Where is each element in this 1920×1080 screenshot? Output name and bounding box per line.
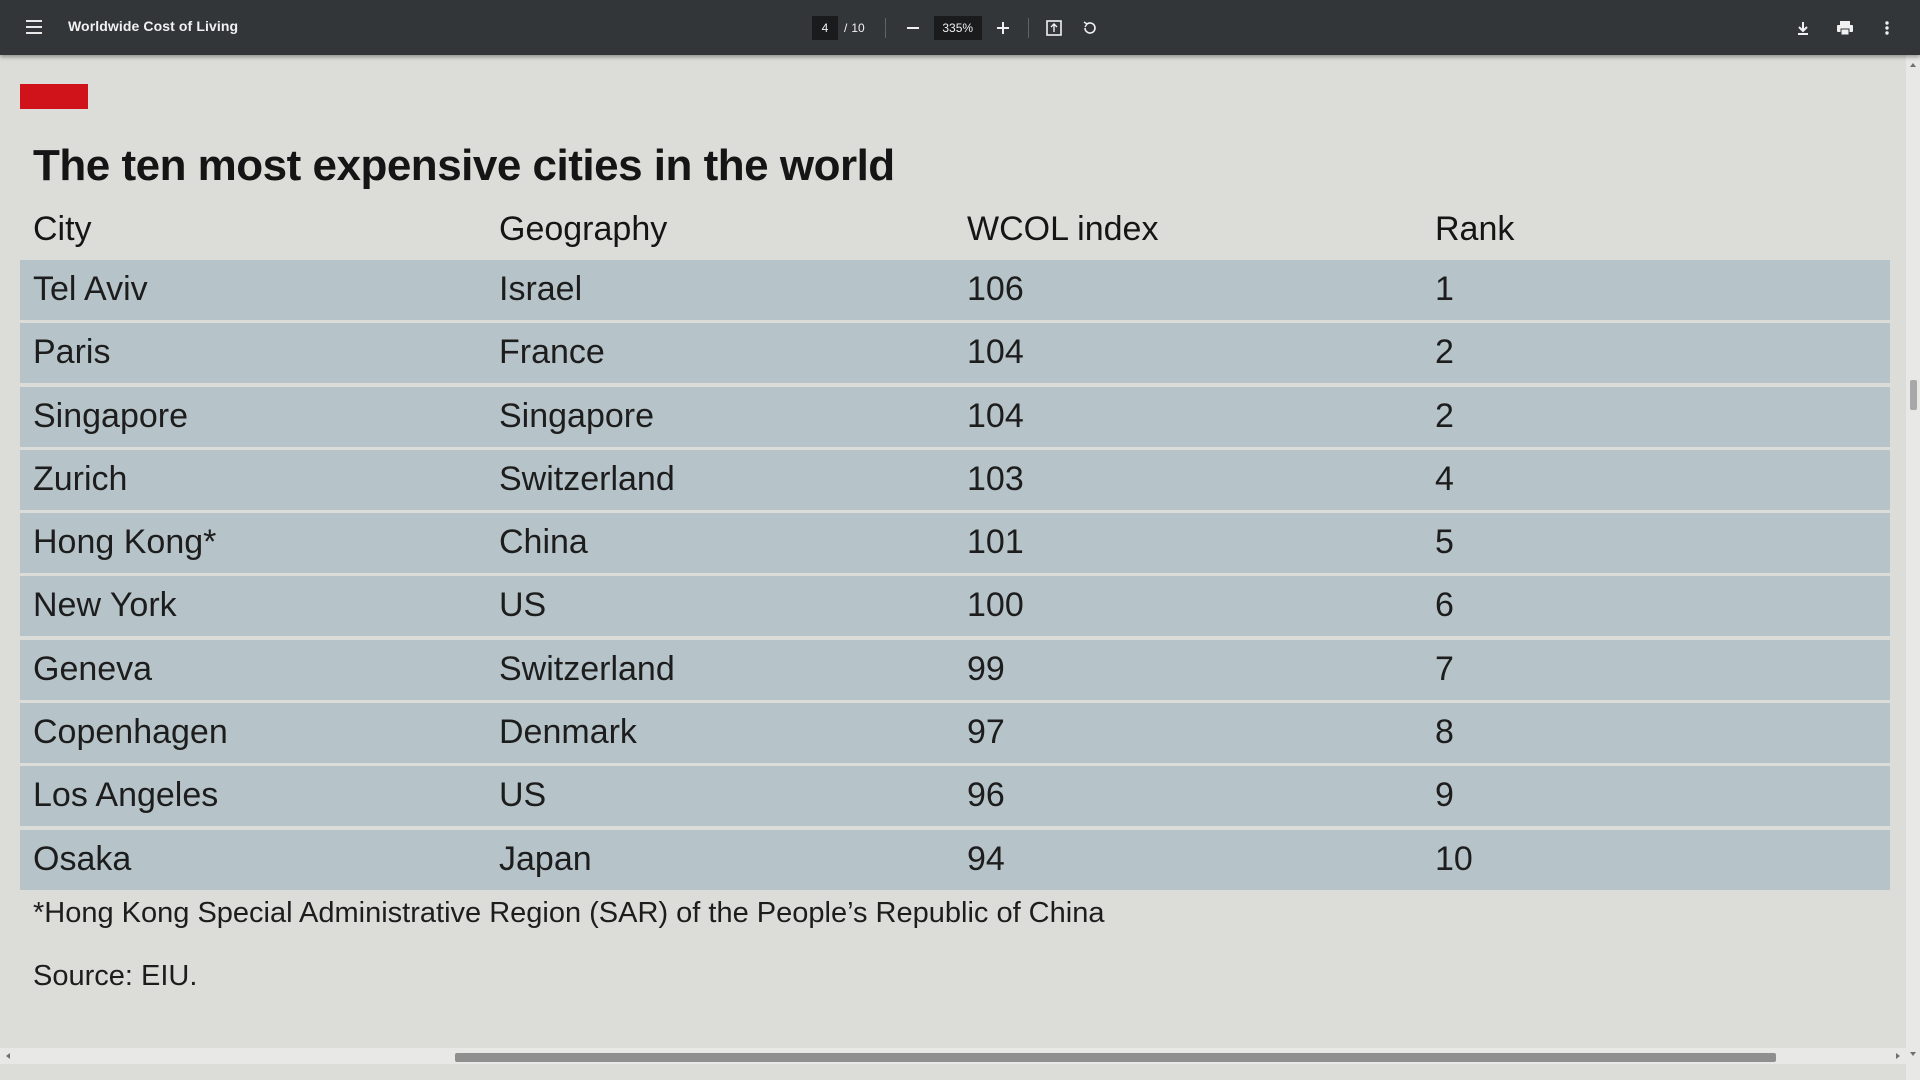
city-cell: Los Angeles (33, 776, 219, 815)
city-cell: Hong Kong* (33, 523, 217, 562)
geography-cell: Switzerland (499, 459, 675, 498)
table-row: Tel Aviv Israel 106 1 (20, 260, 1890, 320)
geography-cell: US (499, 776, 547, 815)
table-row: Paris France 104 2 (20, 323, 1890, 384)
geography-cell: US (499, 586, 547, 625)
table-row: Osaka Japan 94 10 (20, 829, 1890, 890)
wcol-index-cell: 94 (967, 839, 1005, 878)
pdf-toolbar: Worldwide Cost of Living / 10 (0, 0, 1920, 55)
city-cell: Zurich (33, 459, 128, 498)
geography-cell: France (499, 333, 605, 372)
scrollbar-corner (1906, 1064, 1920, 1080)
geography-cell: Denmark (499, 713, 637, 752)
table-row: Los Angeles US 96 9 (20, 766, 1890, 827)
geography-cell: Israel (499, 270, 583, 308)
rank-cell: 9 (1435, 776, 1454, 815)
wcol-index-cell: 104 (967, 333, 1024, 372)
table-row: New York US 100 6 (20, 576, 1890, 637)
toolbar-divider (884, 18, 886, 38)
document-title: Worldwide Cost of Living (68, 18, 239, 34)
wcol-index-cell: 101 (967, 523, 1024, 562)
rank-cell: 4 (1435, 459, 1454, 498)
city-cell: Geneva (33, 649, 153, 688)
table-row: Geneva Switzerland 99 7 (20, 639, 1890, 700)
wcol-index-cell: 104 (967, 396, 1024, 435)
toolbar-divider (1027, 18, 1029, 38)
city-cell: Singapore (33, 396, 189, 435)
scroll-left-icon[interactable] (6, 1053, 10, 1059)
city-cell: Tel Aviv (33, 270, 148, 308)
toolbar-actions (1790, 15, 1900, 41)
zoom-in-icon[interactable] (990, 15, 1016, 41)
scroll-right-icon[interactable] (1896, 1053, 1900, 1059)
rank-cell: 5 (1435, 523, 1454, 562)
menu-icon[interactable] (22, 16, 46, 40)
accent-bar (20, 84, 88, 109)
scroll-down-icon[interactable] (1910, 1052, 1916, 1056)
city-cell: Paris (33, 333, 111, 372)
wcol-index-cell: 103 (967, 459, 1024, 498)
vertical-scroll-thumb[interactable] (1910, 380, 1917, 410)
page-separator: / (844, 21, 848, 35)
column-header-geography: Geography (499, 210, 668, 248)
wcol-index-cell: 97 (967, 713, 1005, 752)
source-note: Source: EIU. (33, 960, 198, 992)
footnote: *Hong Kong Special Administrative Region… (33, 897, 1105, 929)
table-row: Singapore Singapore 104 2 (20, 386, 1890, 447)
horizontal-scrollbar[interactable] (0, 1048, 1906, 1064)
more-icon[interactable] (1874, 15, 1900, 41)
city-cell: Copenhagen (33, 713, 228, 752)
vertical-scrollbar[interactable] (1906, 55, 1920, 1064)
column-header-wcol-index: WCOL index (967, 210, 1159, 248)
city-cell: Osaka (33, 839, 132, 878)
column-header-rank: Rank (1435, 210, 1515, 248)
page-number-input[interactable] (812, 16, 838, 40)
wcol-index-cell: 96 (967, 776, 1005, 815)
page-title: The ten most expensive cities in the wor… (33, 141, 895, 190)
table-row: Copenhagen Denmark 97 8 (20, 703, 1890, 764)
download-icon[interactable] (1790, 15, 1816, 41)
rank-cell: 2 (1435, 333, 1454, 372)
city-cell: New York (33, 586, 177, 625)
print-icon[interactable] (1832, 15, 1858, 41)
page-total: 10 (851, 21, 865, 35)
wcol-index-cell: 99 (967, 649, 1005, 688)
horizontal-scroll-thumb[interactable] (455, 1053, 1776, 1062)
table-row: Zurich Switzerland 103 4 (20, 449, 1890, 510)
fit-page-icon[interactable] (1041, 15, 1067, 41)
rank-cell: 2 (1435, 396, 1454, 435)
geography-cell: China (499, 523, 588, 562)
zoom-input[interactable] (933, 16, 982, 40)
rank-cell: 1 (1435, 270, 1454, 308)
pdf-page: The ten most expensive cities in the wor… (0, 55, 1906, 1064)
rank-cell: 6 (1435, 586, 1454, 625)
geography-cell: Singapore (499, 396, 655, 435)
wcol-index-cell: 100 (967, 586, 1024, 625)
table-row: Hong Kong* China 101 5 (20, 513, 1890, 574)
cities-table: Tel Aviv Israel 106 1 Paris France 104 2 Singapo… (20, 260, 1890, 893)
rank-cell: 8 (1435, 713, 1454, 752)
rank-cell: 10 (1435, 839, 1473, 878)
wcol-index-cell: 106 (967, 270, 1024, 308)
scroll-up-icon[interactable] (1910, 63, 1916, 67)
page-controls: / 10 (812, 15, 1103, 41)
rank-cell: 7 (1435, 649, 1454, 688)
geography-cell: Japan (499, 839, 592, 878)
column-header-city: City (33, 210, 92, 248)
zoom-out-icon[interactable] (900, 15, 926, 41)
geography-cell: Switzerland (499, 649, 675, 688)
rotate-icon[interactable] (1077, 15, 1103, 41)
